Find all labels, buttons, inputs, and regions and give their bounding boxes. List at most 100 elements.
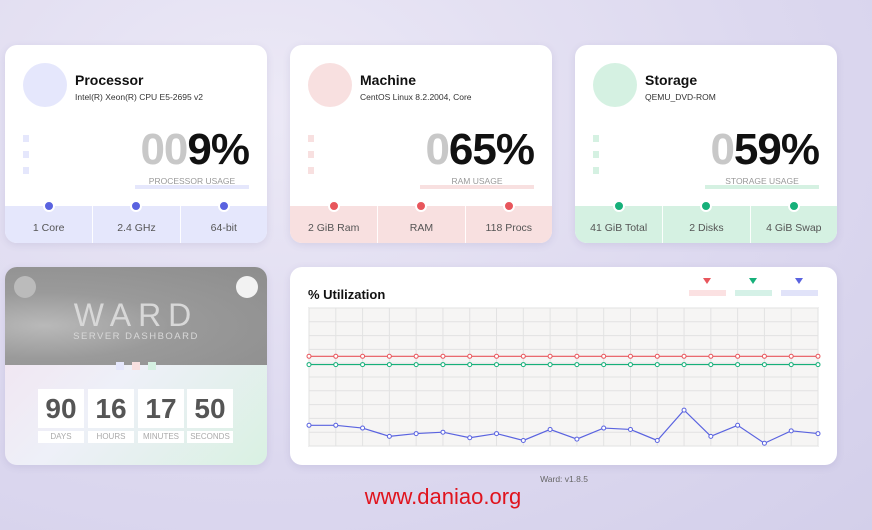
countdown-value: 17 bbox=[138, 389, 184, 428]
series-point bbox=[333, 362, 339, 368]
series-point bbox=[735, 422, 741, 428]
stat-cell: 2.4 GHz bbox=[92, 200, 179, 243]
series-point bbox=[815, 431, 821, 437]
stat-text: 2.4 GHz bbox=[117, 222, 156, 234]
stat-text: 1 Core bbox=[32, 222, 65, 234]
stat-dot bbox=[787, 200, 800, 212]
series-point bbox=[735, 353, 741, 359]
series-point bbox=[440, 353, 446, 359]
series-point bbox=[654, 353, 660, 359]
series-point bbox=[627, 426, 633, 432]
stat-cell: 2 Disks bbox=[662, 200, 749, 243]
usage-dim: 0 bbox=[425, 125, 450, 174]
decor-dash bbox=[23, 151, 29, 158]
stat-cell: 118 Procs bbox=[464, 200, 552, 243]
footer-version: Ward: v1.8.5 bbox=[540, 474, 588, 484]
usage-bar bbox=[135, 185, 249, 189]
card-title: Storage bbox=[645, 72, 698, 88]
card-icon bbox=[593, 63, 637, 107]
series-point bbox=[601, 425, 607, 431]
usage-value: 059% bbox=[710, 125, 820, 175]
series-point bbox=[494, 353, 500, 359]
info-card: Processor Intel(R) Xeon(R) CPU E5-2695 v2… bbox=[5, 45, 267, 243]
legend-marker bbox=[749, 278, 757, 284]
countdown-label: SECONDS bbox=[187, 431, 233, 443]
legend-swatch bbox=[781, 290, 818, 296]
stat-dot bbox=[415, 200, 428, 212]
stat-dot bbox=[700, 200, 713, 212]
series-point bbox=[627, 353, 633, 359]
series-point bbox=[574, 436, 580, 442]
legend-swatch bbox=[735, 290, 772, 296]
prev-arrow[interactable] bbox=[14, 276, 36, 298]
next-arrow[interactable] bbox=[236, 276, 258, 298]
series-point bbox=[601, 362, 607, 368]
decor-dash bbox=[593, 135, 599, 142]
stat-text: 2 GiB Ram bbox=[307, 222, 360, 234]
countdown-value: 90 bbox=[38, 389, 84, 428]
series-point bbox=[627, 362, 633, 368]
usage-number: 9% bbox=[187, 125, 250, 174]
card-icon bbox=[308, 63, 352, 107]
series-point bbox=[601, 353, 607, 359]
countdown-label: MINUTES bbox=[138, 431, 184, 443]
stat-text: RAM bbox=[409, 222, 434, 234]
utilization-card: % Utilization bbox=[290, 267, 837, 465]
series-point bbox=[681, 407, 687, 413]
usage-bar bbox=[705, 185, 819, 189]
usage-bar bbox=[420, 185, 534, 189]
utilization-chart: % Utilization bbox=[306, 278, 821, 447]
countdown-label: HOURS bbox=[88, 431, 134, 443]
stat-cell: 2 GiB Ram bbox=[290, 200, 377, 243]
series-point bbox=[306, 422, 312, 428]
stat-dot bbox=[217, 200, 230, 212]
stat-text: 118 Procs bbox=[485, 222, 533, 234]
series-point bbox=[467, 435, 473, 441]
series-point bbox=[708, 362, 714, 368]
decor-dash bbox=[308, 135, 314, 142]
series-point bbox=[520, 362, 526, 368]
series-point bbox=[547, 362, 553, 368]
card-subtitle: Intel(R) Xeon(R) CPU E5-2695 v2 bbox=[75, 92, 204, 102]
stat-cell: 4 GiB Swap bbox=[749, 200, 837, 243]
series-point bbox=[788, 362, 794, 368]
stat-text: 41 GiB Total bbox=[590, 222, 648, 234]
series-point bbox=[467, 353, 473, 359]
series-point bbox=[815, 362, 821, 368]
theme-dot bbox=[116, 362, 124, 370]
series-point bbox=[413, 353, 419, 359]
usage-value: 009% bbox=[140, 125, 250, 175]
theme-dot bbox=[148, 362, 156, 370]
series-point bbox=[467, 362, 473, 368]
series-point bbox=[520, 353, 526, 359]
usage-dim: 00 bbox=[140, 125, 188, 174]
countdown-label: DAYS bbox=[38, 431, 84, 443]
series-point bbox=[494, 431, 500, 437]
card-title: Machine bbox=[360, 72, 417, 88]
chart-title: % Utilization bbox=[308, 287, 385, 302]
series-point bbox=[654, 437, 660, 443]
series-point bbox=[360, 425, 366, 431]
banner-logo: WARD bbox=[73, 297, 199, 333]
decor-dash bbox=[23, 135, 29, 142]
series-point bbox=[333, 353, 339, 359]
series-point bbox=[788, 428, 794, 434]
info-card: Machine CentOS Linux 8.2.2004, Core 065% RA… bbox=[290, 45, 552, 243]
decor-dash bbox=[308, 167, 314, 174]
usage-number: 65% bbox=[448, 125, 535, 174]
series-point bbox=[708, 353, 714, 359]
series-point bbox=[386, 433, 392, 439]
stat-strip: 41 GiB Total 2 Disks 4 GiB Swap bbox=[575, 200, 837, 243]
banner-tagline: SERVER DASHBOARD bbox=[73, 331, 199, 342]
banner: WARD SERVER DASHBOARD bbox=[5, 267, 267, 365]
series-point bbox=[413, 362, 419, 368]
stat-cell: 41 GiB Total bbox=[575, 200, 662, 243]
series-point bbox=[306, 353, 312, 359]
series-point bbox=[654, 362, 660, 368]
stat-text: 4 GiB Swap bbox=[766, 222, 822, 234]
stat-cell: 1 Core bbox=[5, 200, 92, 243]
series-point bbox=[360, 362, 366, 368]
series-point bbox=[735, 362, 741, 368]
stat-dot bbox=[502, 200, 515, 212]
